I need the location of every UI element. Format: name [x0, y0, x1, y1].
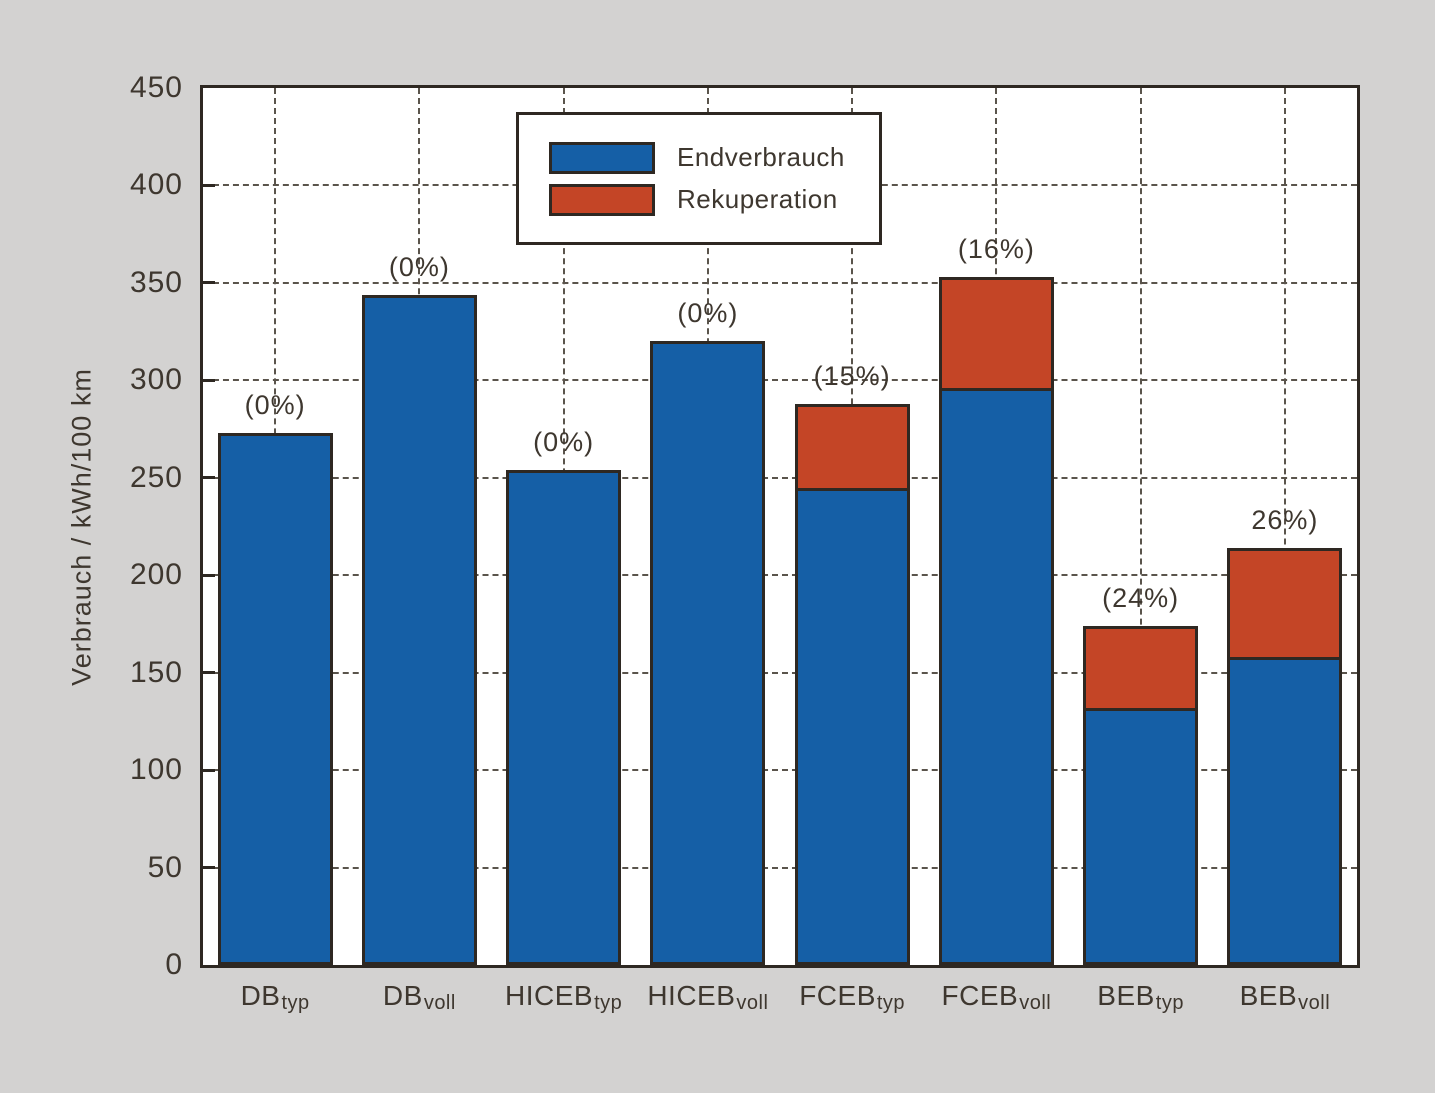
h-gridline-50: [203, 866, 1357, 869]
bar-beb-typ: [1083, 625, 1199, 965]
v-gridline-beb-typ: [1139, 88, 1142, 965]
bar-segment-endverbrauch: [1086, 711, 1195, 962]
bar-annotation-db-typ: (0%): [244, 389, 306, 420]
bar-segment-endverbrauch: [1230, 660, 1339, 962]
y-axis-title: Verbrauch / kWh/100 km: [66, 368, 97, 686]
y-tick-mark-350: [203, 281, 215, 285]
bar-db-voll: [361, 294, 477, 965]
x-tick-label-hiceb-voll: HICEBvoll: [647, 980, 769, 1015]
y-tick-label-400: 400: [129, 168, 183, 202]
x-axis-tick-labels: DBtyp DBvoll HICEBtyp HICEBvoll FCEBtyp FCEBv…: [203, 980, 1357, 1015]
y-tick-mark-100: [203, 768, 215, 772]
legend-swatch-rekuperation: [549, 183, 655, 216]
bar-beb-voll: [1227, 547, 1343, 965]
y-tick-label-250: 250: [129, 460, 183, 494]
bar-annotation-fceb-typ: (15%): [813, 360, 891, 391]
bar-segment-endverbrauch: [509, 473, 618, 962]
x-tick-label-db-typ: DBtyp: [240, 980, 310, 1015]
bar-annotation-beb-typ: (24%): [1102, 582, 1180, 613]
legend-swatch-endverbrauch: [549, 141, 655, 174]
bar-annotation-fceb-voll: (16%): [957, 234, 1035, 265]
y-tick-label-100: 100: [129, 753, 183, 787]
x-tick-label-beb-voll: BEBvoll: [1239, 980, 1331, 1015]
bar-segment-endverbrauch: [798, 491, 907, 962]
bar-segment-endverbrauch: [365, 298, 474, 962]
bar-annotation-hiceb-typ: (0%): [533, 426, 595, 457]
y-tick-mark-200: [203, 573, 215, 577]
h-gridline-350: [203, 281, 1357, 284]
x-tick-label-hiceb-typ: HICEBtyp: [504, 980, 623, 1015]
bar-segment-rekuperation: [1230, 550, 1340, 661]
y-tick-label-150: 150: [129, 655, 183, 689]
y-tick-label-350: 350: [129, 265, 183, 299]
bar-segment-rekuperation: [941, 280, 1051, 392]
x-tick-label-db-voll: DBvoll: [382, 980, 456, 1015]
v-gridline-beb-voll: [1283, 88, 1286, 965]
bar-fceb-voll: [938, 277, 1054, 965]
legend: Endverbrauch Rekuperation: [516, 112, 882, 245]
bar-segment-rekuperation: [1086, 628, 1196, 711]
x-tick-label-fceb-typ: FCEBtyp: [799, 980, 906, 1015]
bar-segment-rekuperation: [797, 406, 907, 491]
bar-hiceb-voll: [650, 341, 766, 965]
y-tick-label-450: 450: [129, 71, 183, 104]
bar-segment-endverbrauch: [653, 344, 762, 962]
y-tick-label-0: 0: [165, 948, 183, 981]
x-tick-label-beb-typ: BEBtyp: [1097, 980, 1184, 1015]
y-tick-mark-150: [203, 671, 215, 675]
bar-annotation-db-voll: (0%): [388, 251, 450, 282]
bar-db-typ: [217, 432, 333, 965]
legend-label-rekuperation: Rekuperation: [677, 184, 838, 214]
legend-item-endverbrauch: Endverbrauch: [549, 141, 879, 174]
bar-segment-endverbrauch: [942, 391, 1051, 962]
h-gridline-250: [203, 476, 1357, 479]
y-tick-mark-300: [203, 378, 215, 382]
y-tick-mark-50: [203, 866, 215, 870]
x-tick-label-fceb-voll: FCEBvoll: [941, 980, 1052, 1015]
legend-item-rekuperation: Rekuperation: [549, 183, 879, 216]
y-tick-mark-400: [203, 183, 215, 187]
h-gridline-150: [203, 671, 1357, 674]
bar-segment-endverbrauch: [221, 436, 330, 962]
bar-annotation-hiceb-voll: (0%): [677, 298, 739, 329]
bar-fceb-typ: [794, 403, 910, 965]
bar-annotation-beb-voll: 26%): [1251, 504, 1319, 535]
h-gridline-300: [203, 379, 1357, 382]
legend-label-endverbrauch: Endverbrauch: [677, 142, 845, 172]
plot-area: (0%) (0%) (0%) (0%) (15%) (16%) (24%) 26%) Endv…: [200, 85, 1360, 968]
y-tick-label-200: 200: [129, 558, 183, 592]
h-gridline-100: [203, 769, 1357, 772]
y-tick-mark-250: [203, 476, 215, 480]
h-gridline-200: [203, 574, 1357, 577]
bar-hiceb-typ: [506, 469, 622, 965]
y-tick-label-300: 300: [129, 363, 183, 397]
y-tick-label-50: 50: [147, 850, 183, 884]
